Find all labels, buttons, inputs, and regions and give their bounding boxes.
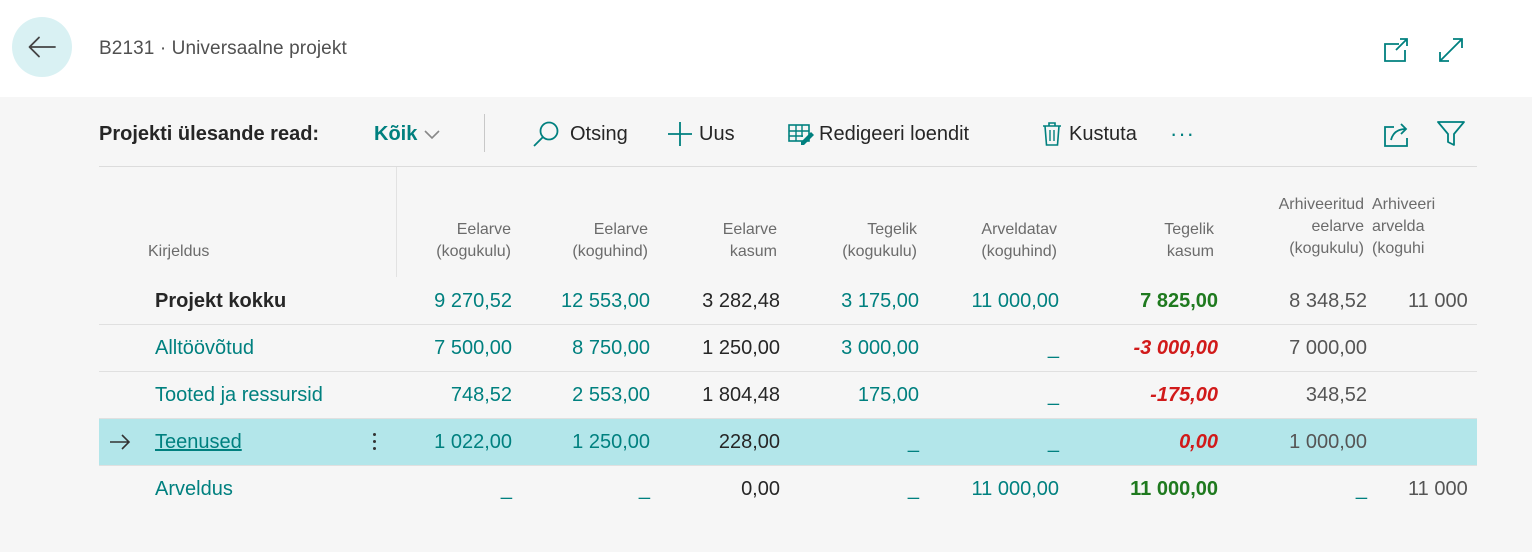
cell-budget-profit: 0,00 [741,478,780,500]
cell-actual-cost[interactable]: _ [907,431,919,453]
filter-icon[interactable] [1436,119,1466,149]
cell-actual-cost[interactable]: _ [907,478,919,500]
more-options-button[interactable]: ··· [1170,121,1195,146]
cell-budget-cost[interactable]: 7 500,00 [434,337,512,359]
table-row-selected[interactable]: Teenused 1 022,00 1 250,00 228,00 _ _ 0,… [99,419,1477,466]
row-actions-menu[interactable] [369,429,379,457]
view-filter-label: Kõik [374,122,418,145]
cell-archived-budget-cost: 8 348,52 [1289,290,1367,312]
cell-actual-profit: 11 000,00 [1130,478,1218,500]
column-header-description[interactable]: Kirjeldus [148,243,210,260]
cell-billable-price[interactable]: 11 000,00 [971,478,1060,500]
row-description[interactable]: Alltöövõtud [155,337,254,359]
cell-budget-profit: 228,00 [718,431,780,453]
cell-archived-billable: 11 000 [1408,478,1468,500]
cell-budget-cost[interactable]: 748,52 [450,384,512,406]
search-label: Otsing [570,122,628,145]
cell-budget-price[interactable]: 2 553,00 [572,384,650,406]
row-description[interactable]: Teenused [155,431,242,453]
cell-budget-price[interactable]: _ [638,478,650,500]
toolbar-divider [99,166,1477,167]
cell-archived-budget-cost[interactable]: _ [1355,478,1367,500]
page-title: B2131 · Universaalne projekt [99,38,347,59]
view-filter-dropdown[interactable]: Kõik [374,110,441,158]
edit-list-button[interactable]: Redigeeri loendit [787,110,969,158]
row-description: Projekt kokku [155,290,287,312]
cell-billable-price[interactable]: 11 000,00 [971,290,1060,312]
row-description[interactable]: Tooted ja ressursid [155,384,323,406]
new-button[interactable]: Uus [667,110,735,158]
column-header-budget-price[interactable]: Eelarve (koguhind) [572,221,648,260]
cell-budget-profit: 1 804,48 [702,384,780,406]
cell-billable-price[interactable]: _ [1047,337,1059,359]
cell-budget-price[interactable]: 1 250,00 [572,431,650,453]
cell-budget-cost[interactable]: 1 022,00 [434,431,512,453]
column-header-actual-profit[interactable]: Tegelik kasum [1164,221,1214,260]
table-row[interactable]: Arveldus _ _ 0,00 _ 11 000,00 11 000,00 … [99,466,1477,511]
cell-budget-cost[interactable]: 9 270,52 [434,290,512,312]
column-header-billable-price[interactable]: Arveldatav (koguhind) [981,221,1057,260]
cell-budget-cost[interactable]: _ [500,478,512,500]
plus-icon [668,122,692,146]
cell-actual-profit: -3 000,00 [1133,337,1218,359]
toolbar-separator [484,114,485,152]
cell-archived-budget-cost: 348,52 [1305,384,1367,406]
edit-list-icon [788,124,814,145]
table-row[interactable]: Alltöövõtud 7 500,00 8 750,00 1 250,00 3… [99,325,1477,372]
cell-archived-billable: 11 000 [1408,290,1468,312]
chevron-down-icon [424,130,440,140]
column-header-actual-cost[interactable]: Tegelik (kogukulu) [842,221,917,260]
cell-actual-profit: 0,00 [1179,431,1218,453]
expand-icon[interactable] [1437,36,1465,64]
cell-archived-budget-cost: 7 000,00 [1289,337,1367,359]
delete-label: Kustuta [1069,122,1137,145]
open-in-new-window-icon[interactable] [1382,36,1410,64]
table-row[interactable]: Projekt kokku 9 270,52 12 553,00 3 282,4… [99,278,1477,325]
search-icon [533,121,559,147]
cell-billable-price[interactable]: _ [1047,384,1059,406]
section-label: Projekti ülesande read: [99,122,320,145]
trash-icon [1043,122,1061,146]
cell-actual-cost[interactable]: 3 000,00 [841,337,919,359]
new-label: Uus [699,122,735,145]
cell-budget-price[interactable]: 12 553,00 [561,290,650,312]
cell-actual-profit: 7 825,00 [1140,290,1218,312]
cell-budget-price[interactable]: 8 750,00 [572,337,650,359]
action-bar: Projekti ülesande read: Kõik Otsing Uus … [99,110,1477,160]
cell-billable-price[interactable]: _ [1047,431,1059,453]
arrow-right-icon [110,434,131,450]
cell-archived-budget-cost: 1 000,00 [1289,431,1367,453]
column-header-archived-billable[interactable]: Arhiveeri arvelda (koguhi [1372,196,1436,257]
project-task-lines-table: Kirjeldus Eelarve (kogukulu) Eelarve (ko… [99,167,1477,511]
share-icon[interactable] [1382,119,1412,149]
back-button[interactable] [12,17,72,77]
column-header-budget-profit[interactable]: Eelarve kasum [722,221,777,260]
cell-actual-cost[interactable]: 3 175,00 [841,290,919,312]
cell-budget-profit: 3 282,48 [702,290,780,312]
column-header-archived-budget-cost[interactable]: Arhiveeritud eelarve (kogukulu) [1278,196,1364,257]
cell-budget-profit: 1 250,00 [702,337,780,359]
search-button[interactable]: Otsing [531,110,628,158]
row-description[interactable]: Arveldus [155,478,233,500]
cell-actual-profit: -175,00 [1150,384,1218,406]
page-header: B2131 · Universaalne projekt [0,0,1532,97]
table-row[interactable]: Tooted ja ressursid 748,52 2 553,00 1 80… [99,372,1477,419]
edit-list-label: Redigeeri loendit [819,122,970,145]
cell-actual-cost[interactable]: 175,00 [857,384,919,406]
arrow-left-icon [28,36,56,58]
column-header-budget-cost[interactable]: Eelarve (kogukulu) [436,221,511,260]
delete-button[interactable]: Kustuta [1041,110,1137,158]
column-separator [396,167,397,277]
